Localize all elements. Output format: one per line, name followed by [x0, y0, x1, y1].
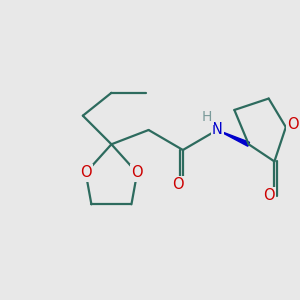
Text: O: O: [263, 188, 274, 203]
Text: O: O: [131, 165, 143, 180]
Text: O: O: [80, 165, 92, 180]
Text: O: O: [287, 117, 299, 132]
Text: N: N: [212, 122, 223, 137]
Text: H: H: [202, 110, 212, 124]
Text: O: O: [172, 177, 184, 192]
Polygon shape: [217, 130, 250, 146]
